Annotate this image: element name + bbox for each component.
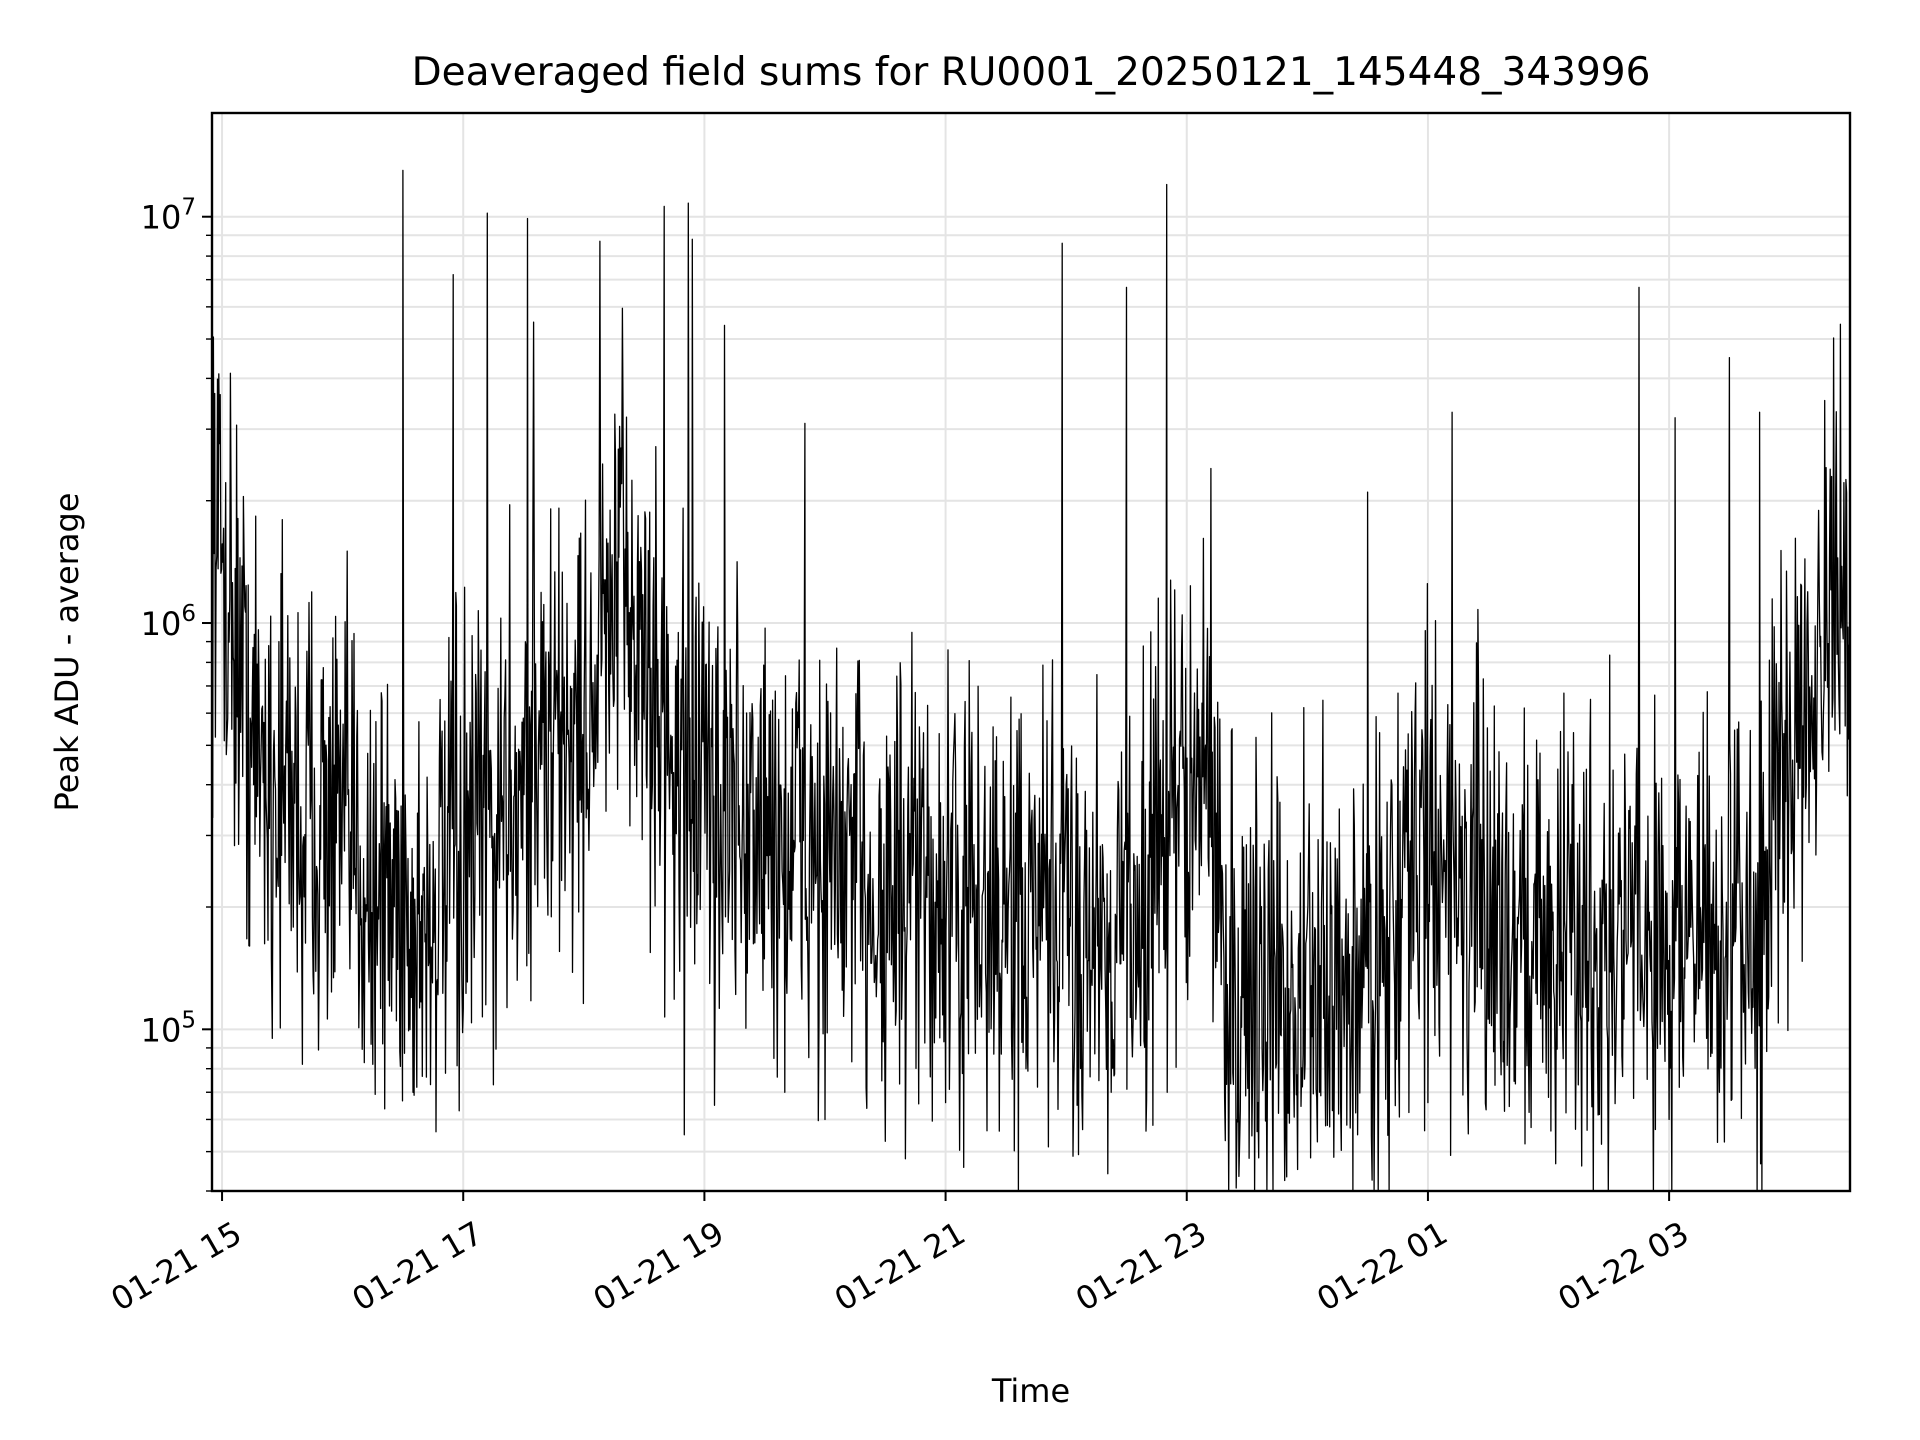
chart-title: Deaveraged field sums for RU0001_2025012… bbox=[412, 50, 1651, 95]
y-tick-label: 105 bbox=[141, 1007, 196, 1049]
y-axis: 105 106 107 bbox=[141, 195, 212, 1192]
plot-frame bbox=[210, 111, 1852, 1193]
y-tick-label: 107 bbox=[141, 195, 196, 237]
y-axis-title: Peak ADU - average bbox=[48, 493, 86, 812]
y-tick-label: 106 bbox=[141, 601, 196, 643]
plot-area bbox=[211, 169, 1851, 1192]
x-axis-title: Time bbox=[991, 1372, 1070, 1410]
series-line bbox=[211, 169, 1851, 1192]
